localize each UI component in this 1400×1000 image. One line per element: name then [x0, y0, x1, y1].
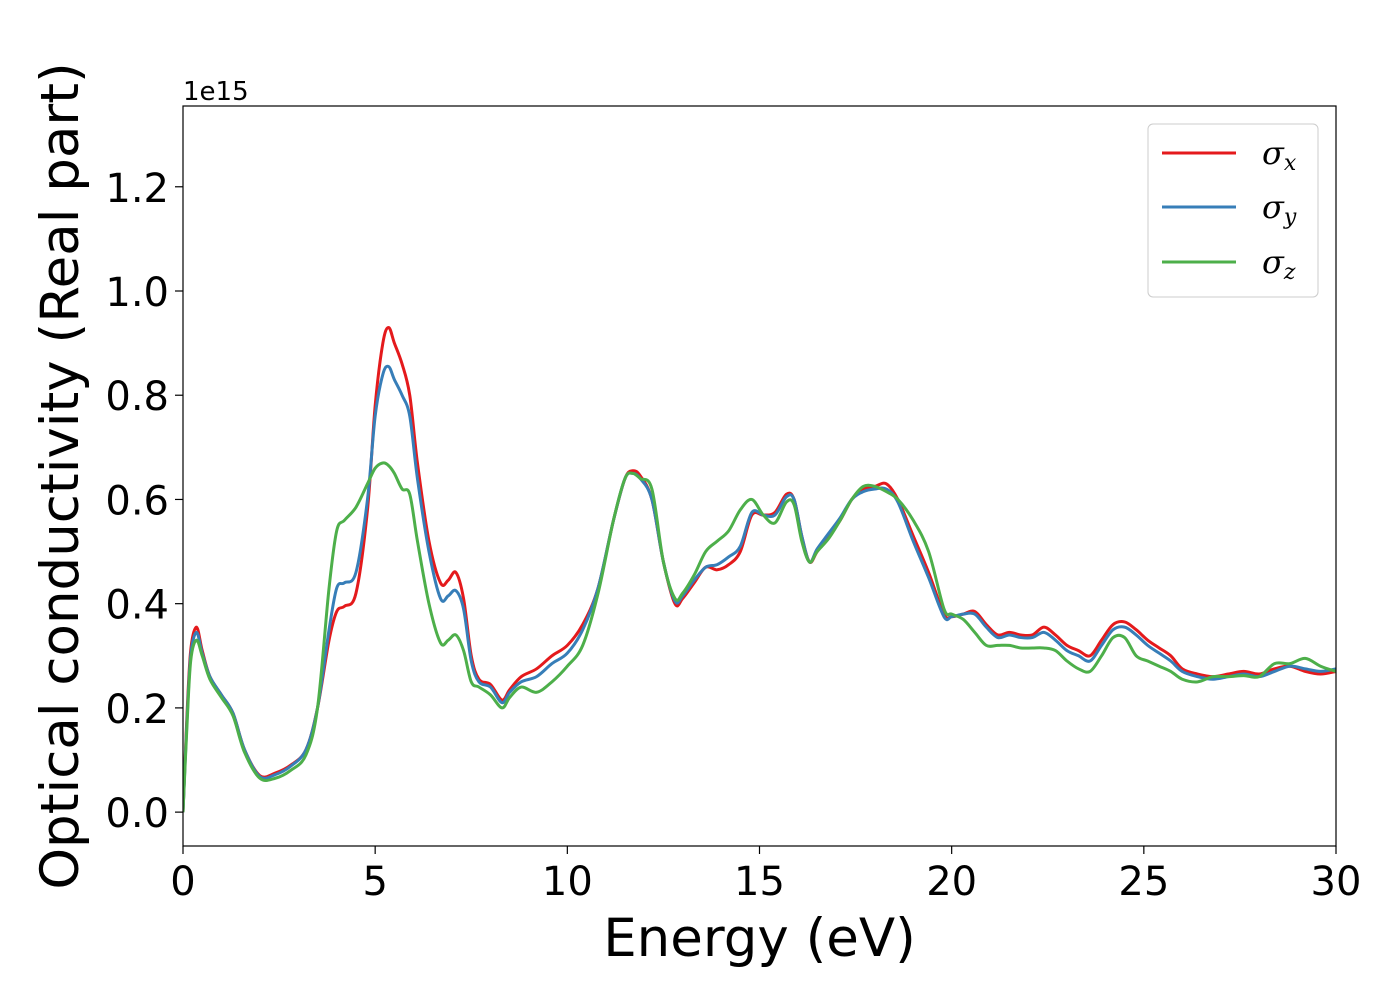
legend-label-sigma-x: σx: [1262, 134, 1297, 176]
x-tick-label: 10: [542, 859, 593, 905]
x-tick-label: 15: [734, 859, 785, 905]
legend-label-sigma-y: σy: [1262, 188, 1297, 230]
legend-symbol-sigma-y: σ: [1262, 188, 1285, 226]
legend-symbol-sigma-z: σ: [1262, 243, 1285, 281]
y-axis-label: Optical conductivity (Real part): [30, 62, 91, 889]
y-offset-label: 1e15: [183, 77, 249, 107]
legend-subscript-sigma-z: z: [1283, 260, 1296, 285]
legend-label-sigma-z: σz: [1262, 243, 1296, 285]
y-tick-label: 0.4: [105, 583, 169, 629]
series-line-sigma-y: [183, 364, 1336, 813]
x-tick-label: 5: [362, 859, 387, 905]
y-tick-label: 1.2: [105, 166, 169, 212]
series-line-sigma-z: [183, 461, 1336, 813]
y-tick-label: 0.2: [105, 687, 169, 733]
y-tick-label: 0.8: [105, 374, 169, 420]
plot-frame: [182, 105, 1337, 847]
legend: σx σy σz: [1147, 123, 1319, 298]
x-tick-label: 25: [1118, 859, 1169, 905]
x-tick-label: 20: [926, 859, 977, 905]
y-tick-label: 0.0: [105, 791, 169, 837]
legend-subscript-sigma-y: y: [1283, 205, 1297, 230]
legend-subscript-sigma-x: x: [1284, 151, 1297, 176]
x-axis-label: Energy (eV): [603, 908, 916, 969]
y-tick-label: 1.0: [105, 270, 169, 316]
x-tick-label: 30: [1311, 859, 1362, 905]
y-tick-label: 0.6: [105, 478, 169, 524]
x-tick-label: 0: [170, 859, 195, 905]
legend-symbol-sigma-x: σ: [1262, 134, 1285, 172]
legend-box: [1147, 123, 1319, 298]
series-lines: [183, 325, 1336, 813]
axis-ticks: 0 5 10 15 20 25 30 0.0 0.2 0.4 0.6 0.8 1.0 1.2: [105, 166, 1361, 905]
